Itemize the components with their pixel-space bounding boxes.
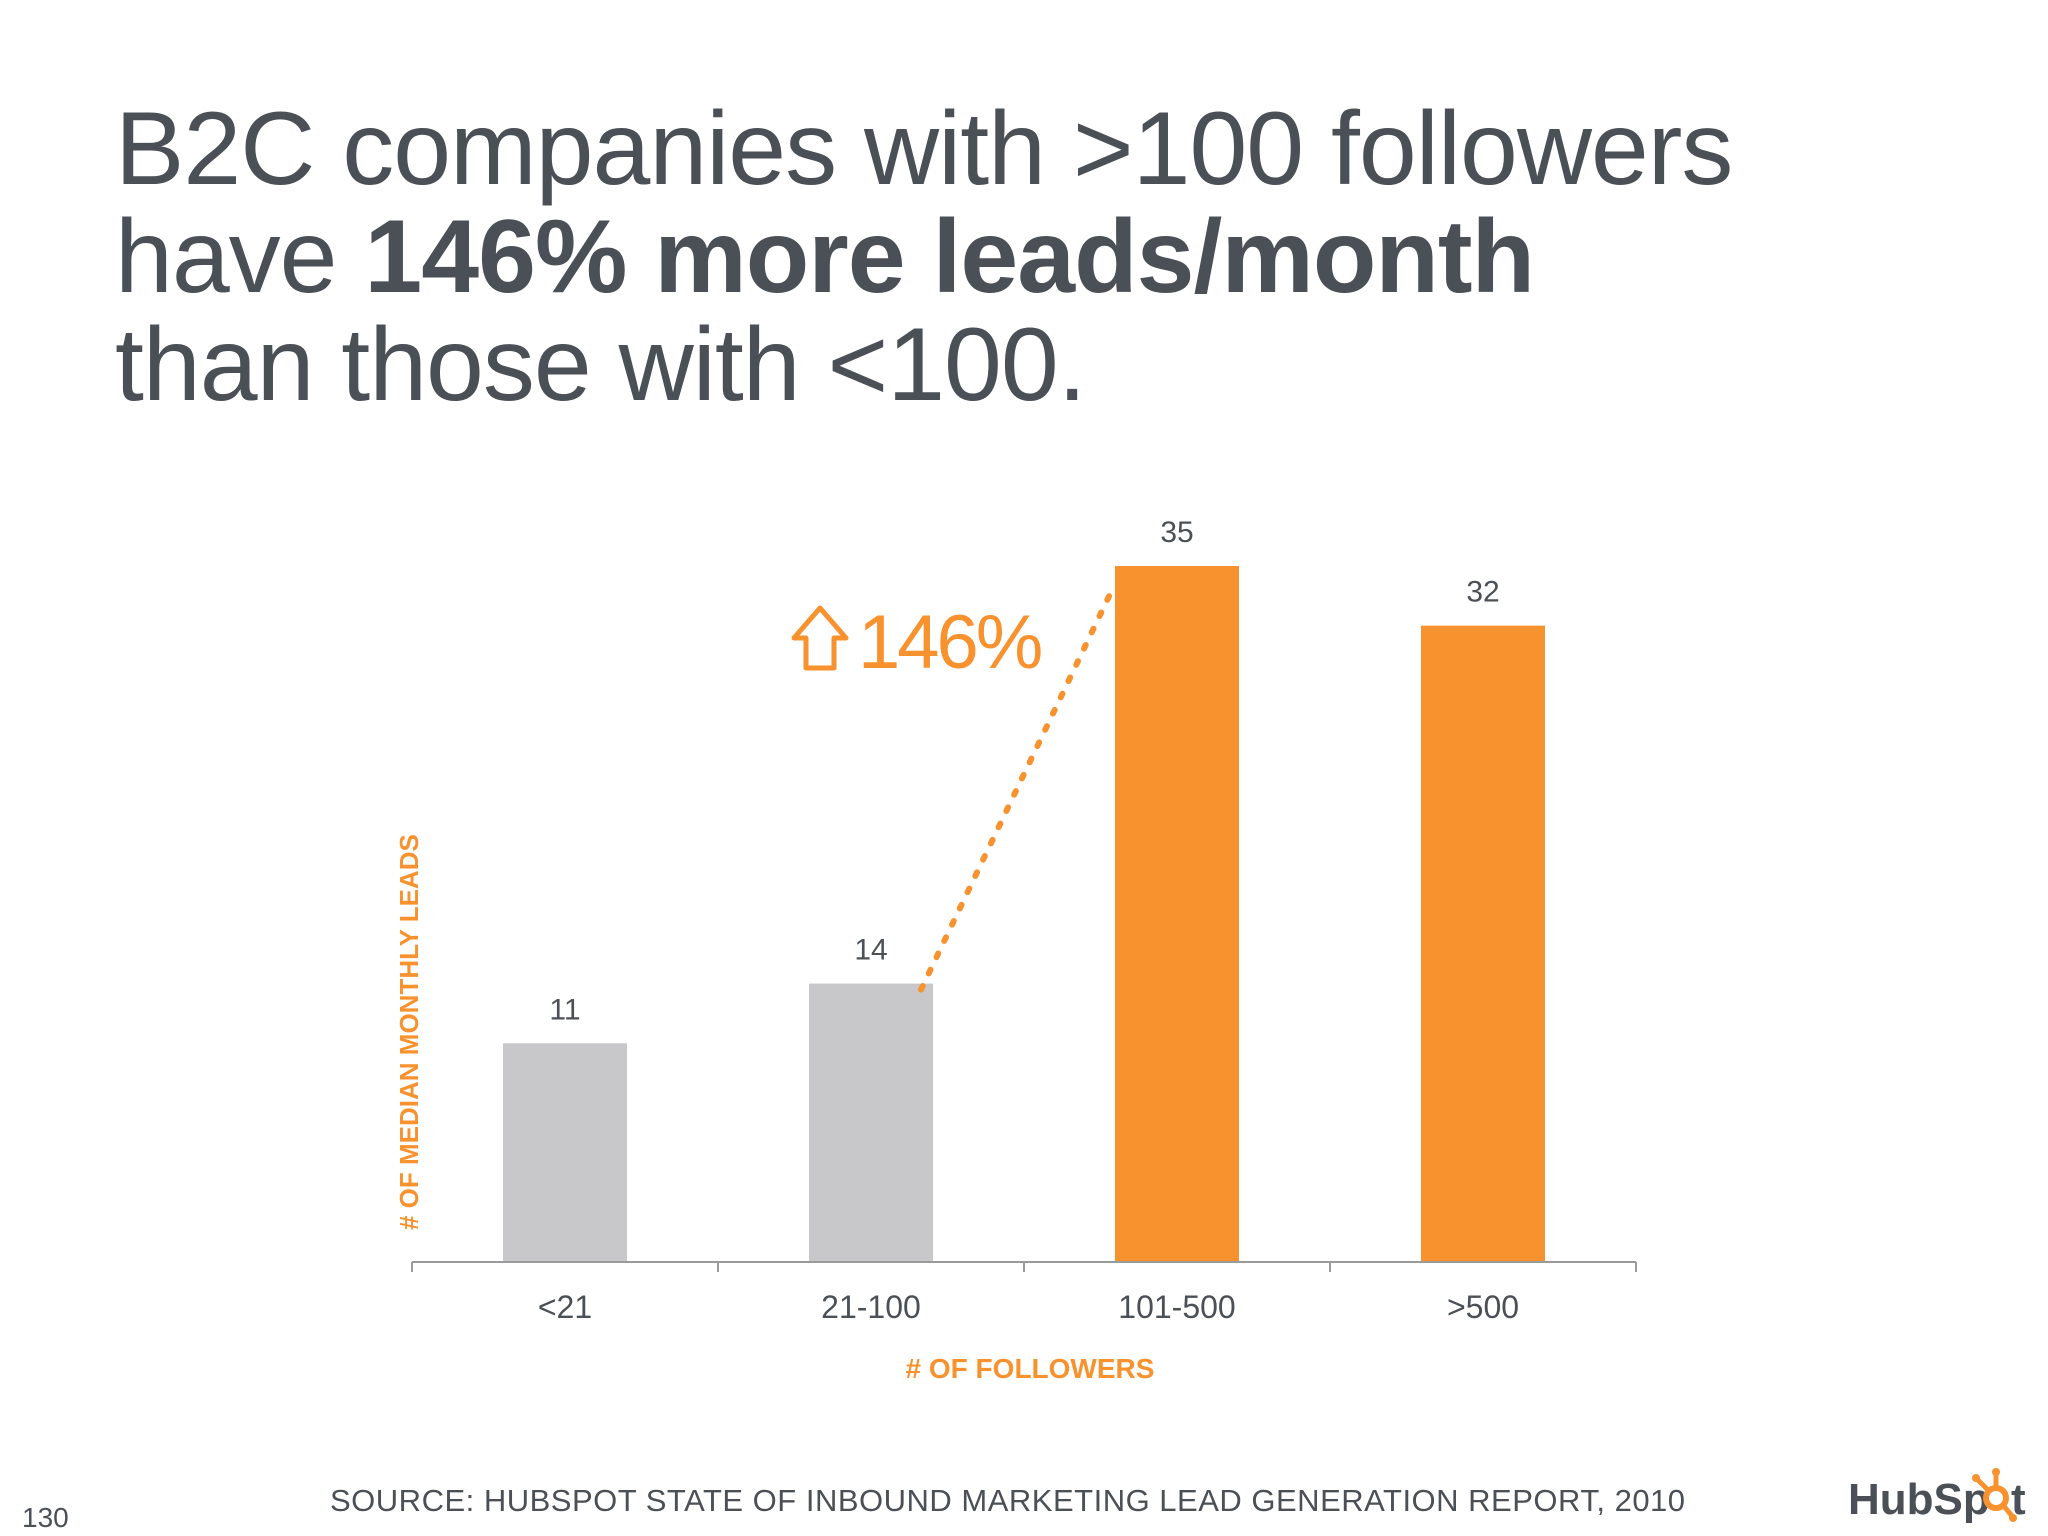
bar	[503, 1043, 627, 1262]
headline-line-2: have 146% more leads/month	[115, 203, 1965, 311]
value-label-group: 11 14 35 32	[549, 516, 1499, 1026]
x-axis	[411, 1261, 1637, 1272]
bar-value-label: 14	[854, 934, 887, 967]
headline-line-3: than those with <100.	[115, 307, 1087, 423]
headline-line-1: B2C companies with >100 followers	[115, 91, 1733, 207]
x-tick-label: >500	[1447, 1289, 1519, 1325]
x-tick-label: <21	[538, 1289, 592, 1325]
hubspot-logo: HubSp t	[1848, 1468, 2026, 1524]
logo-text-suffix: t	[2011, 1475, 2026, 1524]
x-axis-title: # OF FOLLOWERS	[906, 1353, 1155, 1384]
bar-value-label: 32	[1466, 576, 1499, 609]
source-citation: SOURCE: HUBSPOT STATE OF INBOUND MARKETI…	[330, 1483, 1686, 1518]
x-tick-label: 21-100	[821, 1289, 921, 1325]
page-number: 130	[22, 1502, 69, 1533]
hubspot-sprocket-icon	[1972, 1468, 2017, 1522]
bar-group	[503, 566, 1545, 1262]
slide-headline: B2C companies with >100 followers have 1…	[115, 95, 1965, 419]
x-tick-label: 101-500	[1118, 1289, 1235, 1325]
bar	[1115, 566, 1239, 1262]
x-tick-label-group: <21 21-100 101-500 >500	[538, 1289, 1519, 1325]
annotation-percentage: 146%	[858, 600, 1041, 685]
bar-value-label: 11	[549, 993, 580, 1026]
logo-text-prefix: HubSp	[1848, 1475, 1990, 1524]
bar	[809, 983, 933, 1262]
headline-line-2-prefix: have	[115, 199, 365, 315]
bar	[1421, 625, 1545, 1262]
annotation-dotted-connector	[918, 587, 1115, 993]
up-arrow-outline-icon	[791, 605, 849, 671]
headline-highlight: 146% more leads/month	[364, 199, 1535, 315]
annotation-increase: 146%	[791, 600, 1044, 685]
y-axis-title: # OF MEDIAN MONTHLY LEADS	[394, 834, 424, 1230]
bar-value-label: 35	[1160, 516, 1193, 549]
